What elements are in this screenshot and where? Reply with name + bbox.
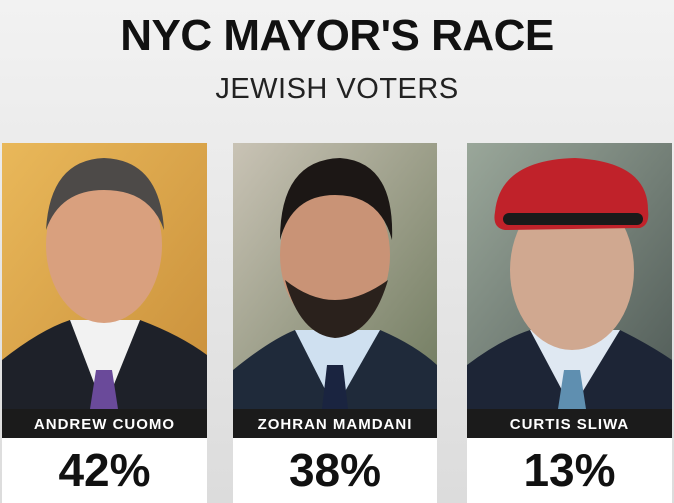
face — [46, 167, 162, 323]
value-box — [467, 438, 672, 503]
tie — [90, 370, 118, 409]
candidate-card: ZOHRAN MAMDANI 38% — [233, 143, 437, 503]
hair — [46, 158, 164, 230]
candidate-value: 42% — [58, 444, 150, 496]
face — [280, 180, 390, 330]
beret-band — [503, 213, 643, 225]
beret — [494, 158, 649, 230]
title: NYC MAYOR'S RACE — [120, 11, 554, 60]
shirt — [70, 320, 140, 409]
name-bar — [2, 409, 207, 438]
face — [510, 190, 634, 350]
subtitle: JEWISH VOTERS — [215, 73, 458, 105]
beard — [285, 280, 388, 338]
candidate-card: ANDREW CUOMO 42% — [2, 143, 207, 503]
name-bar — [233, 409, 437, 438]
candidate-name: ANDREW CUOMO — [34, 416, 175, 433]
name-bar — [467, 409, 672, 438]
value-box — [2, 438, 207, 503]
candidate-card: CURTIS SLIWA 13% — [467, 143, 672, 503]
value-box — [233, 438, 437, 503]
candidate-name: CURTIS SLIWA — [510, 416, 630, 433]
candidate-name: ZOHRAN MAMDANI — [258, 416, 413, 433]
candidate-value: 13% — [523, 444, 615, 496]
shirt — [530, 330, 620, 409]
tie — [558, 370, 586, 409]
tie — [322, 365, 348, 409]
candidate-value: 38% — [289, 444, 381, 496]
hair — [280, 158, 393, 240]
